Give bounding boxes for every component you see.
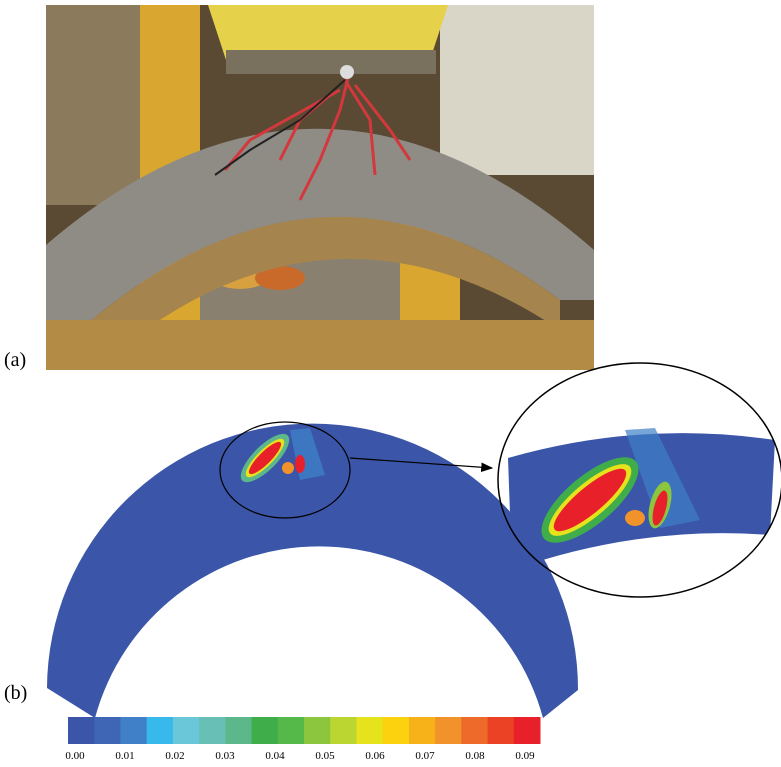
colorbar-tick-label: 0.00: [65, 750, 85, 762]
colorbar-swatch: [68, 717, 95, 744]
colorbar-swatch: [409, 717, 436, 744]
colorbar-tick-label: 0.03: [215, 750, 235, 762]
figure: (a) (b) 0.00 0.01 0.02 0.03 0.04 0.05 0.06 0.07…: [0, 0, 781, 767]
colorbar-swatch: [225, 717, 252, 744]
colorbar-swatch: [461, 717, 488, 744]
colorbar-swatch: [173, 717, 200, 744]
colorbar-swatch: [304, 717, 331, 744]
panel-label: (b): [4, 682, 27, 704]
colorbar-tick-label: 0.07: [415, 750, 435, 762]
colorbar-swatch: [199, 717, 226, 744]
colorbar-swatch: [435, 717, 462, 744]
colorbar: 0.00 0.01 0.02 0.03 0.04 0.05 0.06 0.07 0.08 0.09: [65, 717, 540, 762]
colorbar-swatch: [252, 717, 279, 744]
colorbar-swatch: [383, 717, 410, 744]
colorbar-swatch: [330, 717, 357, 744]
colorbar-tick-label: 0.01: [115, 750, 134, 762]
colorbar-swatch: [147, 717, 174, 744]
photo: [46, 5, 594, 370]
colorbar-swatch: [488, 717, 515, 744]
colorbar-swatch: [278, 717, 305, 744]
colorbar-swatch: [514, 717, 541, 744]
colorbar-swatch: [94, 717, 121, 744]
colorbar-tick-label: 0.02: [165, 750, 184, 762]
panel-label: (a): [4, 349, 26, 371]
colorbar-tick-label: 0.09: [515, 750, 535, 762]
zoom-view: [508, 428, 775, 570]
colorbar-tick-label: 0.04: [265, 750, 285, 762]
colorbar-swatch: [356, 717, 383, 744]
colorbar-tick-label: 0.08: [465, 750, 485, 762]
colorbar-tick-label: 0.05: [315, 750, 335, 762]
colorbar-tick-label: 0.06: [365, 750, 385, 762]
colorbar-swatch: [120, 717, 147, 744]
